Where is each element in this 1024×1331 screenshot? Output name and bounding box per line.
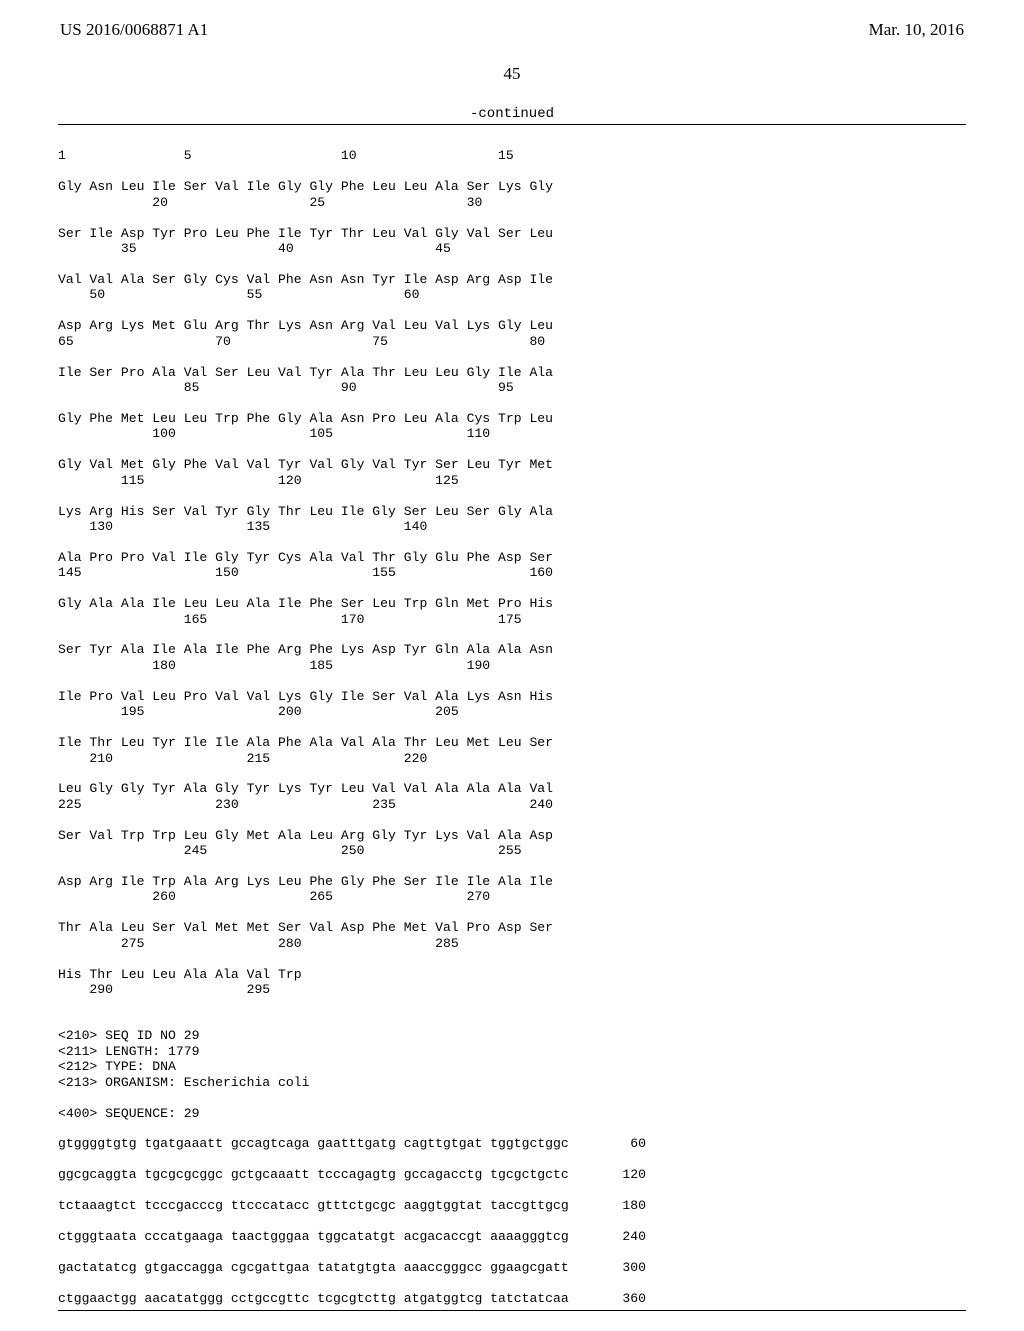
- nuc-seq: ctgggtaata cccatgaaga taactgggaa tggcata…: [58, 1229, 569, 1244]
- seq-meta: <212> TYPE: DNA: [58, 1059, 176, 1074]
- seq-meta: <211> LENGTH: 1779: [58, 1044, 199, 1059]
- num-row: 195 200 205: [58, 704, 459, 719]
- num-row: 145 150 155 160: [58, 565, 553, 580]
- num-row: 245 250 255: [58, 843, 522, 858]
- aa-row: Val Val Ala Ser Gly Cys Val Phe Asn Asn …: [58, 272, 553, 287]
- num-row: 210 215 220: [58, 751, 427, 766]
- aa-row: Ala Pro Pro Val Ile Gly Tyr Cys Ala Val …: [58, 550, 553, 565]
- nuc-row: ggcgcaggta tgcgcgcggc gctgcaaatt tcccaga…: [58, 1167, 646, 1182]
- page-header: US 2016/0068871 A1 Mar. 10, 2016: [58, 20, 966, 40]
- seq-meta: <213> ORGANISM: Escherichia coli: [58, 1075, 309, 1090]
- num-row: 260 265 270: [58, 889, 490, 904]
- nuc-row: gtggggtgtg tgatgaaatt gccagtcaga gaatttg…: [58, 1136, 646, 1151]
- num-row: 275 280 285: [58, 936, 459, 951]
- num-row: 85 90 95: [58, 380, 514, 395]
- rule-bottom: [58, 1310, 966, 1311]
- num-row: 290 295: [58, 982, 270, 997]
- nuc-pos: 60: [630, 1136, 646, 1151]
- num-row: 130 135 140: [58, 519, 427, 534]
- seq-meta: <210> SEQ ID NO 29: [58, 1028, 199, 1043]
- aa-row: Ser Ile Asp Tyr Pro Leu Phe Ile Tyr Thr …: [58, 226, 553, 241]
- rule-top: [58, 124, 966, 125]
- aa-row: Asp Arg Lys Met Glu Arg Thr Lys Asn Arg …: [58, 318, 553, 333]
- num-row: 100 105 110: [58, 426, 490, 441]
- publication-date: Mar. 10, 2016: [869, 20, 964, 40]
- nuc-row: tctaaagtct tcccgacccg ttcccatacc gtttctg…: [58, 1198, 646, 1213]
- num-row: 50 55 60: [58, 287, 419, 302]
- num-row: 225 230 235 240: [58, 797, 553, 812]
- nuc-row: gactatatcg gtgaccagga cgcgattgaa tatatgt…: [58, 1260, 646, 1275]
- nuc-pos: 180: [622, 1198, 646, 1213]
- page-number: 45: [58, 64, 966, 84]
- nuc-pos: 360: [622, 1291, 646, 1306]
- sequence-content: 1 5 10 15 Gly Asn Leu Ile Ser Val Ile Gl…: [58, 127, 966, 1310]
- ruler-line: 1 5 10 15: [58, 148, 514, 163]
- continued-label: -continued: [58, 106, 966, 122]
- aa-row: Ile Pro Val Leu Pro Val Val Lys Gly Ile …: [58, 689, 553, 704]
- nuc-seq: ggcgcaggta tgcgcgcggc gctgcaaatt tcccaga…: [58, 1167, 569, 1182]
- aa-row: Gly Val Met Gly Phe Val Val Tyr Val Gly …: [58, 457, 553, 472]
- nuc-pos: 300: [622, 1260, 646, 1275]
- num-row: 165 170 175: [58, 612, 522, 627]
- aa-row: Ser Val Trp Trp Leu Gly Met Ala Leu Arg …: [58, 828, 553, 843]
- page-container: US 2016/0068871 A1 Mar. 10, 2016 45 -con…: [0, 0, 1024, 1331]
- nuc-seq: ctggaactgg aacatatggg cctgccgttc tcgcgtc…: [58, 1291, 569, 1306]
- sequence-label: <400> SEQUENCE: 29: [58, 1106, 199, 1121]
- aa-row: Ile Thr Leu Tyr Ile Ile Ala Phe Ala Val …: [58, 735, 553, 750]
- num-row: 65 70 75 80: [58, 334, 545, 349]
- aa-row: Thr Ala Leu Ser Val Met Met Ser Val Asp …: [58, 920, 553, 935]
- num-row: 20 25 30: [58, 195, 482, 210]
- aa-row: Gly Phe Met Leu Leu Trp Phe Gly Ala Asn …: [58, 411, 553, 426]
- nuc-seq: gactatatcg gtgaccagga cgcgattgaa tatatgt…: [58, 1260, 569, 1275]
- num-row: 115 120 125: [58, 473, 459, 488]
- aa-row: Gly Ala Ala Ile Leu Leu Ala Ile Phe Ser …: [58, 596, 553, 611]
- nuc-row: ctgggtaata cccatgaaga taactgggaa tggcata…: [58, 1229, 646, 1244]
- patent-number: US 2016/0068871 A1: [60, 20, 208, 40]
- num-row: 35 40 45: [58, 241, 451, 256]
- aa-row: Ser Tyr Ala Ile Ala Ile Phe Arg Phe Lys …: [58, 642, 553, 657]
- nuc-pos: 120: [622, 1167, 646, 1182]
- nuc-row: ctggaactgg aacatatggg cctgccgttc tcgcgtc…: [58, 1291, 646, 1306]
- nuc-seq: gtggggtgtg tgatgaaatt gccagtcaga gaatttg…: [58, 1136, 569, 1151]
- nuc-seq: tctaaagtct tcccgacccg ttcccatacc gtttctg…: [58, 1198, 569, 1213]
- nuc-pos: 240: [622, 1229, 646, 1244]
- aa-row: Gly Asn Leu Ile Ser Val Ile Gly Gly Phe …: [58, 179, 553, 194]
- aa-row: Lys Arg His Ser Val Tyr Gly Thr Leu Ile …: [58, 504, 553, 519]
- aa-row: Asp Arg Ile Trp Ala Arg Lys Leu Phe Gly …: [58, 874, 553, 889]
- aa-row: Ile Ser Pro Ala Val Ser Leu Val Tyr Ala …: [58, 365, 553, 380]
- aa-row: His Thr Leu Leu Ala Ala Val Trp: [58, 967, 302, 982]
- num-row: 180 185 190: [58, 658, 490, 673]
- aa-row: Leu Gly Gly Tyr Ala Gly Tyr Lys Tyr Leu …: [58, 781, 553, 796]
